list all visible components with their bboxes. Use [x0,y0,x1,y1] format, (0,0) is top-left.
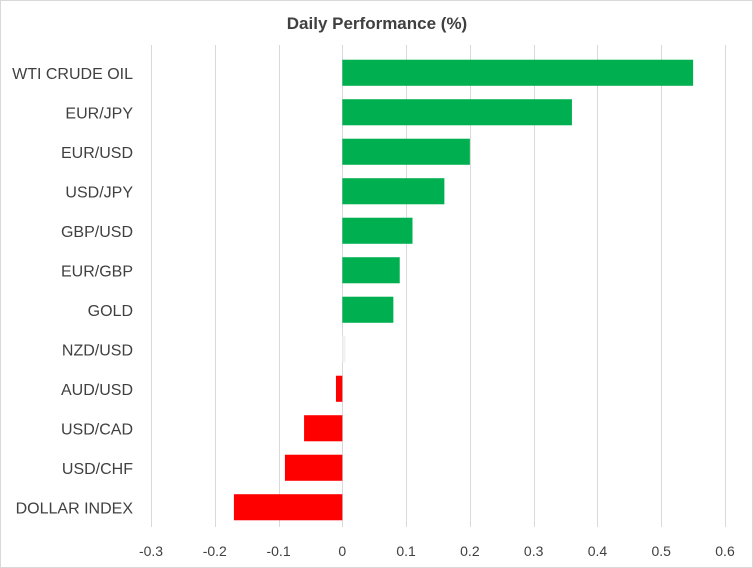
category-label: USD/CHF [62,461,133,478]
category-label: EUR/JPY [65,105,133,122]
bar-gbp-usd [342,217,413,244]
bar-nzd-usd [342,336,346,363]
x-axis-tick-labels: -0.3 -0.2 -0.1 0 0.1 0.2 0.3 0.4 0.5 0.6 [139,543,735,559]
category-label: USD/JPY [65,184,133,201]
category-label: USD/CAD [61,421,133,438]
chart-title: Daily Performance (%) [287,14,467,33]
bar-aud-usd [335,375,343,402]
x-tick-label: 0 [338,543,346,559]
x-tick-label: 0.4 [588,543,608,559]
bar-eur-usd [342,138,470,165]
category-label: GOLD [88,303,133,320]
bar-usd-cad [304,415,343,442]
x-tick-label: -0.1 [266,543,290,559]
category-label: GBP/USD [61,224,133,241]
category-label: AUD/USD [61,382,133,399]
x-tick-label: 0.1 [396,543,416,559]
category-label: EUR/USD [61,145,133,162]
bar-eur-gbp [342,257,400,284]
x-tick-label: -0.3 [139,543,163,559]
bar-gold [342,296,394,323]
x-tick-label: 0.5 [651,543,671,559]
x-tick-label: 0.2 [460,543,480,559]
category-label: EUR/GBP [61,263,133,280]
category-label: NZD/USD [62,342,133,359]
x-tick-label: 0.6 [715,543,735,559]
category-labels: WTI CRUDE OIL EUR/JPY EUR/USD USD/JPY GBP/US… [12,66,133,518]
category-label: WTI CRUDE OIL [12,66,133,83]
grid-lines [151,45,726,527]
bar-eur-jpy [342,99,572,126]
bar-wti-crude-oil [342,59,694,86]
bar-usd-jpy [342,178,445,205]
bars [233,59,694,521]
category-label: DOLLAR INDEX [16,500,134,517]
x-tick-label: -0.2 [203,543,227,559]
bar-usd-chf [284,454,343,481]
bar-dollar-index [233,494,343,521]
x-tick-label: 0.3 [524,543,544,559]
